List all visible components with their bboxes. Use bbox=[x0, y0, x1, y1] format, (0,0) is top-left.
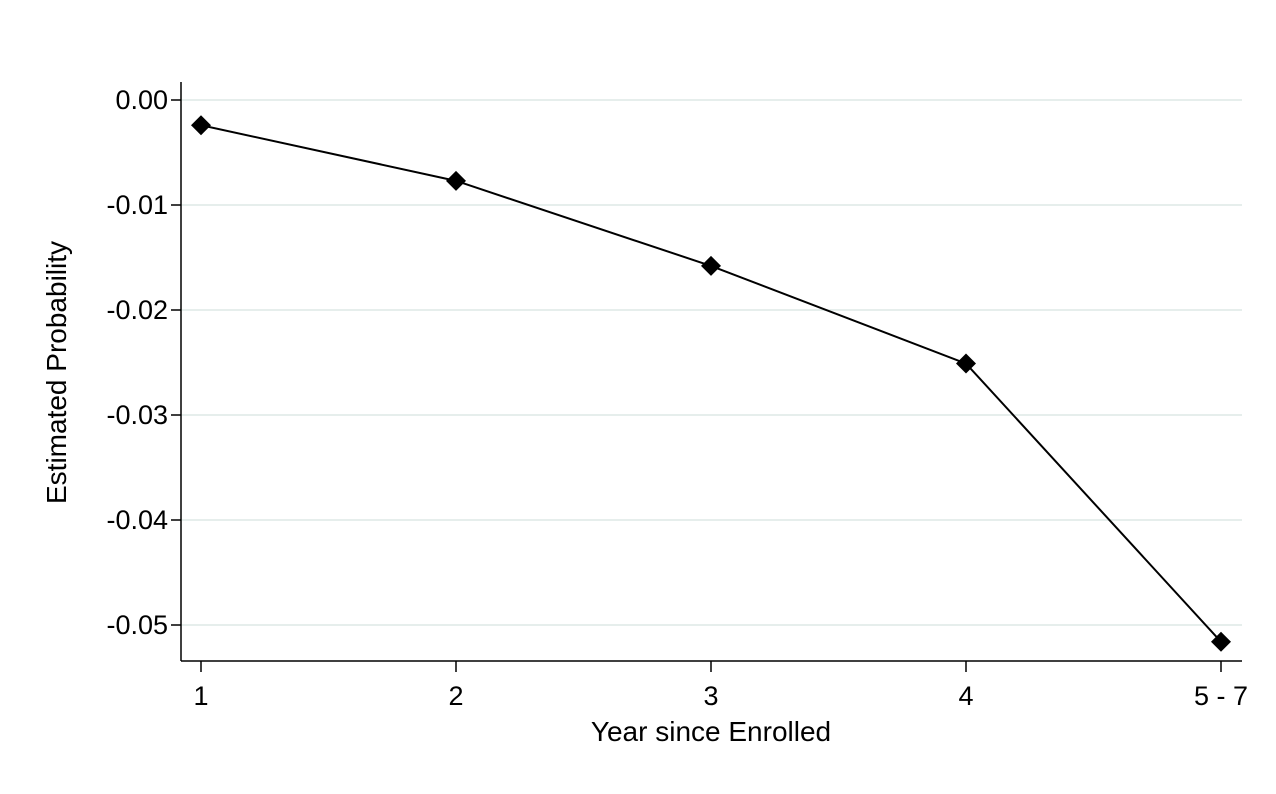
data-point-marker bbox=[956, 353, 976, 374]
x-tick-label: 5 - 7 bbox=[1194, 681, 1248, 711]
y-tick-label: -0.01 bbox=[106, 190, 168, 220]
grid-lines bbox=[181, 99, 1242, 626]
data-point-marker bbox=[446, 170, 466, 191]
y-tick-label: -0.02 bbox=[106, 295, 168, 325]
y-axis-ticks: 0.00 -0.01 -0.02 -0.03 -0.04 -0.05 bbox=[106, 85, 181, 640]
x-axis-ticks: 1 2 3 4 5 - 7 bbox=[193, 661, 1248, 711]
x-tick-label: 1 bbox=[193, 681, 208, 711]
x-tick-label: 2 bbox=[448, 681, 463, 711]
y-tick-label: -0.05 bbox=[106, 610, 168, 640]
y-tick-label: -0.04 bbox=[106, 505, 168, 535]
y-axis-title: Estimated Probability bbox=[41, 241, 72, 504]
series-line bbox=[200, 124, 1222, 643]
data-point-marker bbox=[1211, 631, 1231, 652]
series-group bbox=[191, 115, 1231, 652]
data-point-marker bbox=[701, 255, 721, 276]
y-tick-label: -0.03 bbox=[106, 400, 168, 430]
x-axis-title: Year since Enrolled bbox=[591, 716, 831, 747]
data-point-marker bbox=[191, 115, 211, 136]
y-tick-label: 0.00 bbox=[115, 85, 168, 115]
x-tick-label: 3 bbox=[703, 681, 718, 711]
x-tick-label: 4 bbox=[958, 681, 973, 711]
